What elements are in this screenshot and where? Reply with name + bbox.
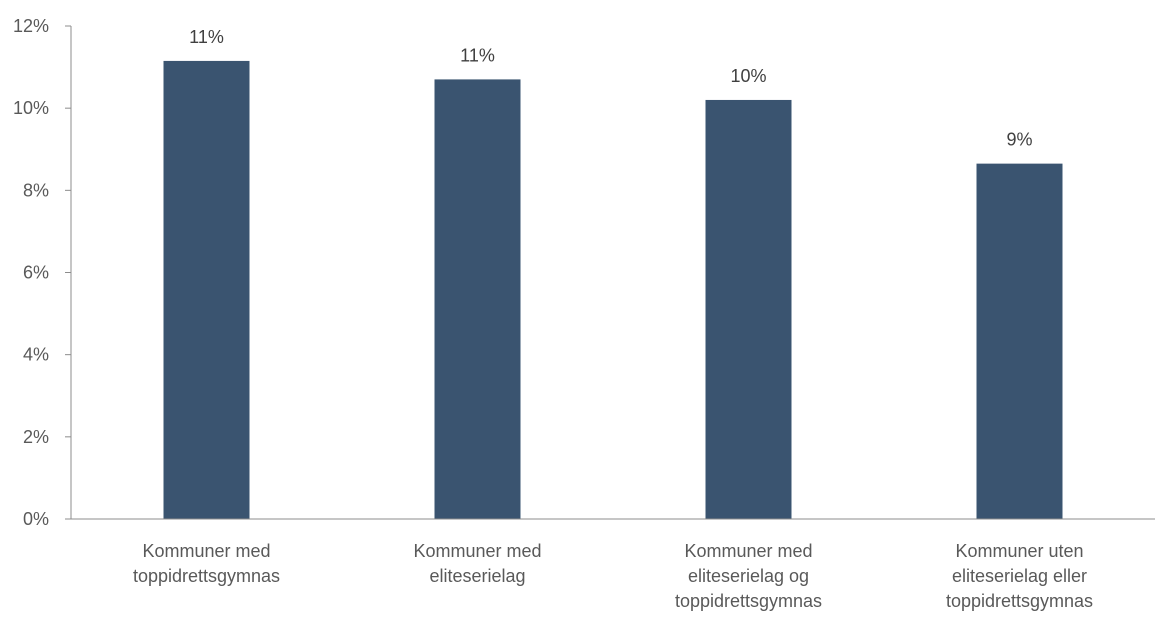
data-label: 11%: [189, 27, 224, 47]
x-category-label: Kommuner uten eliteserielag eller toppidre…: [946, 541, 1093, 611]
bar: [163, 60, 250, 519]
y-tick-label: 2%: [23, 427, 49, 447]
data-label: 9%: [1006, 130, 1032, 150]
x-axis: Kommuner med toppidrettsgymnas Kommuner me…: [71, 518, 1155, 611]
x-category-label: Kommuner med eliteserielag og toppidrettsg…: [675, 541, 822, 611]
data-labels: 11% 11% 10% 9%: [189, 27, 1032, 150]
bar: [434, 79, 521, 520]
y-tick-label: 0%: [23, 509, 49, 529]
y-tick-label: 4%: [23, 345, 49, 365]
y-tick-label: 6%: [23, 263, 49, 283]
y-tick-label: 10%: [13, 98, 49, 118]
y-tick-label: 12%: [13, 16, 49, 36]
bar: [976, 163, 1063, 520]
bars: [163, 60, 1063, 520]
data-label: 10%: [730, 66, 766, 86]
y-tick-label: 8%: [23, 180, 49, 200]
x-category-label: Kommuner med toppidrettsgymnas: [133, 541, 280, 586]
bar: [705, 99, 792, 519]
x-category-label: Kommuner med eliteserielag: [413, 541, 541, 586]
data-label: 11%: [460, 45, 495, 65]
y-axis: 0% 2% 4% 6% 8% 10% 12%: [13, 16, 72, 529]
